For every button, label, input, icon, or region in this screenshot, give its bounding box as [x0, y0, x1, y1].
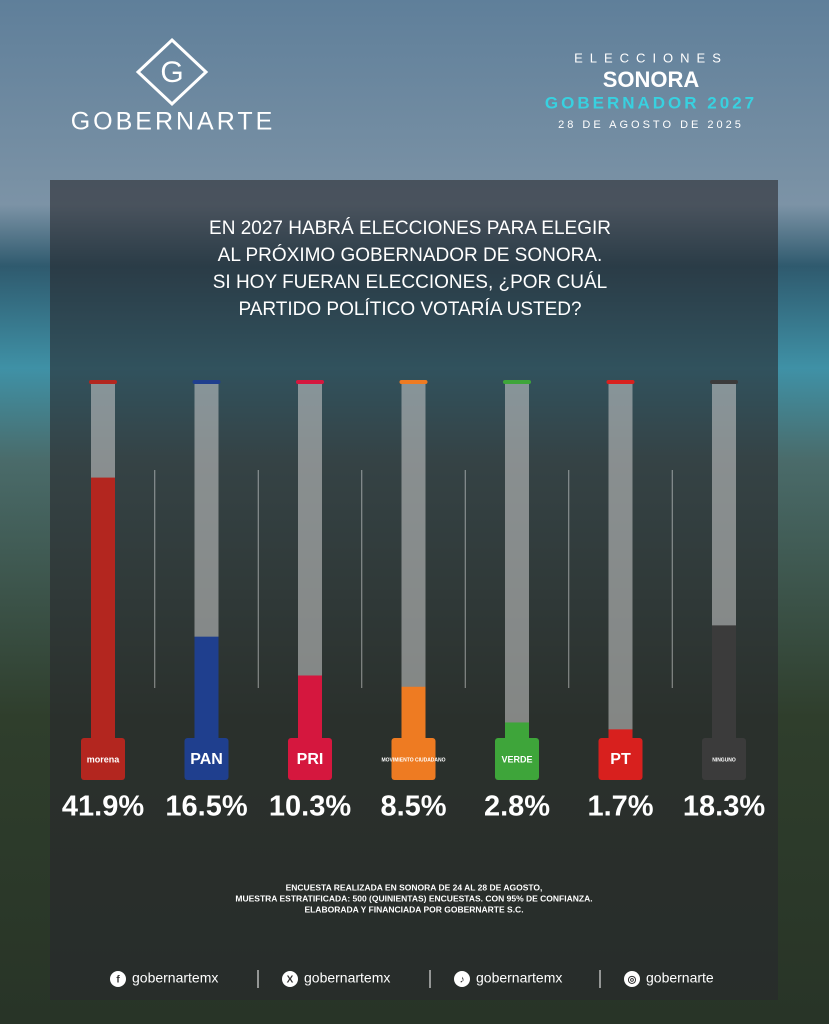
social-glyph: ♪ [460, 975, 465, 986]
bar [401, 686, 426, 740]
social-icon [624, 971, 640, 987]
party-name: NINGUNO [712, 757, 736, 763]
question-line: SI HOY FUERAN ELECCIONES, ¿POR CUÁL [213, 272, 608, 293]
bar-cap [399, 380, 428, 384]
social-icon [454, 971, 470, 987]
bar-cap [710, 380, 738, 384]
party-name: MOVIMIENTO CIUDADANO [381, 757, 445, 763]
social-icon [110, 971, 126, 987]
race: GOBERNADOR 2027 [545, 93, 757, 112]
bar-cap [89, 380, 117, 384]
bar-cap [606, 380, 635, 384]
party-logo [288, 738, 332, 780]
party-logo [598, 738, 643, 780]
bar [194, 636, 219, 740]
social-handle: gobernartemx [476, 970, 562, 986]
footnote: ELABORADA Y FINANCIADA POR GOBERNARTE S.… [304, 904, 523, 914]
party-name: morena [87, 754, 121, 764]
value-label: 18.3% [683, 791, 765, 823]
state: SONORA [603, 67, 700, 92]
bar-track [401, 383, 426, 740]
party-logo [702, 738, 746, 780]
social-handle: gobernartemx [132, 970, 218, 986]
social-handle: gobernartemx [304, 970, 390, 986]
social-icon [282, 971, 298, 987]
bar-cap [296, 380, 324, 384]
party-logo [391, 738, 436, 780]
party-name: PAN [190, 751, 223, 768]
date: 28 DE AGOSTO DE 2025 [558, 119, 744, 131]
bar-track [608, 383, 633, 740]
logo-letter: G [160, 56, 183, 89]
party-logo [81, 738, 125, 780]
bar-track [505, 383, 529, 740]
party-logo [495, 738, 539, 780]
value-label: 2.8% [484, 791, 550, 823]
brand: GOBERNARTE [71, 108, 276, 136]
social-glyph: ◎ [628, 975, 637, 986]
social-glyph: X [287, 975, 294, 986]
question-line: AL PRÓXIMO GOBERNADOR DE SONORA. [218, 244, 603, 266]
question-line: PARTIDO POLÍTICO VOTARÍA USTED? [238, 299, 581, 320]
party-name: VERDE [501, 754, 532, 764]
logo-diamond [135, 37, 209, 107]
value-label: 1.7% [587, 791, 653, 823]
social-handle: gobernarte [646, 970, 714, 986]
bar-cap [192, 380, 221, 384]
bar [91, 477, 115, 740]
bar [298, 675, 322, 740]
bar-cap [503, 380, 531, 384]
value-label: 8.5% [380, 791, 446, 823]
bar [505, 722, 529, 740]
kicker: ELECCIONES [574, 50, 728, 65]
bar [608, 729, 633, 740]
party-name: PT [610, 751, 631, 768]
party-name: PRI [297, 751, 324, 768]
bar [712, 625, 736, 740]
value-label: 41.9% [62, 791, 144, 823]
party-logo [184, 738, 229, 780]
question-line: EN 2027 HABRÁ ELECCIONES PARA ELEGIR [209, 218, 611, 239]
footnote: ENCUESTA REALIZADA EN SONORA DE 24 AL 28… [286, 882, 543, 892]
value-label: 16.5% [165, 791, 247, 823]
social-glyph: f [116, 975, 120, 986]
footnote: MUESTRA ESTRATIFICADA: 500 (QUINIENTAS) … [235, 893, 592, 903]
value-label: 10.3% [269, 791, 351, 823]
